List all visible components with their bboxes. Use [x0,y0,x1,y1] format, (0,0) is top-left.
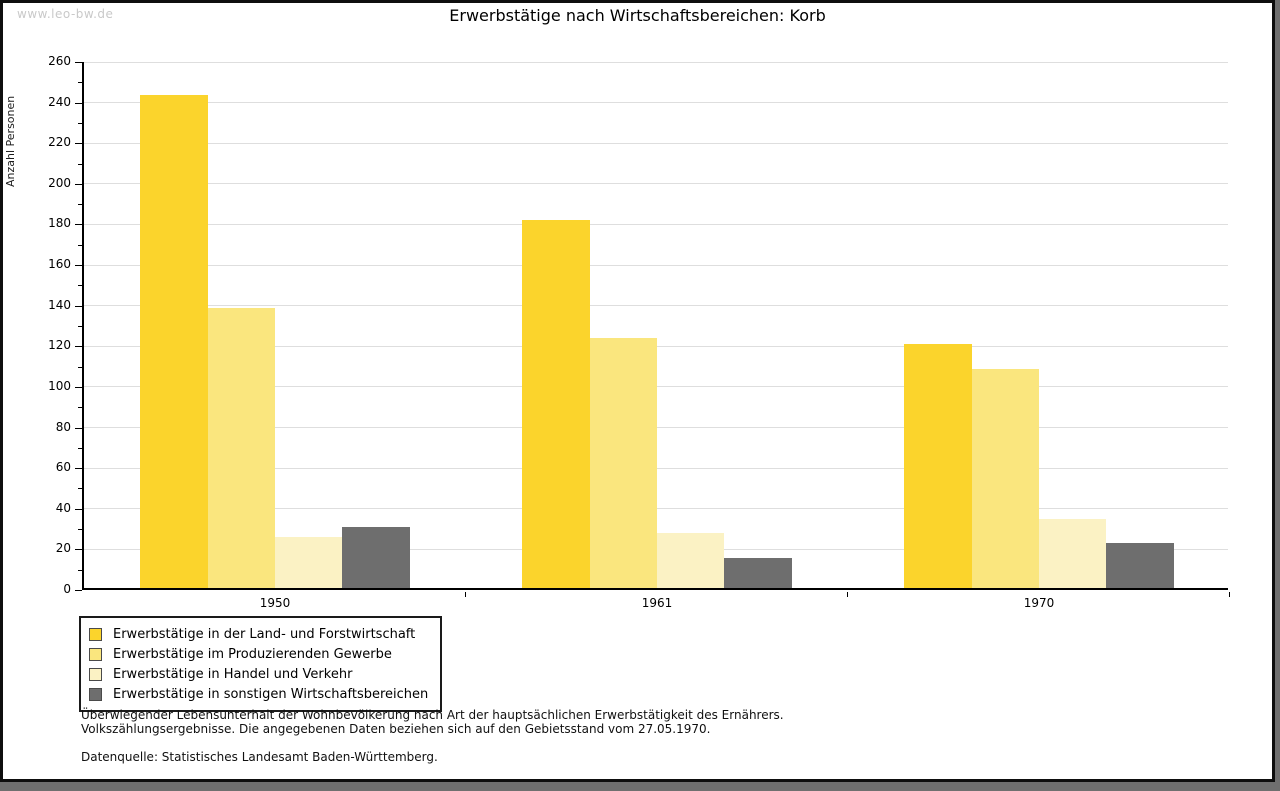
y-tick-label: 240 [48,94,71,109]
y-minor-tick [78,244,82,246]
x-axis-label: 1970 [1023,596,1055,610]
gridline [84,102,1228,104]
x-boundary-tick [465,592,466,597]
y-major-tick [75,346,82,348]
y-minor-tick [78,122,82,124]
y-major-tick [75,224,82,226]
y-tick-label: 20 [55,541,71,556]
y-tick-label: 40 [55,500,71,515]
y-tick-label: 120 [48,338,71,353]
legend-item: Erwerbstätige in sonstigen Wirtschaftsbe… [89,684,428,704]
gridline [84,183,1228,185]
y-tick-label: 180 [48,216,71,231]
legend-item: Erwerbstätige in der Land- und Forstwirt… [89,624,428,644]
legend: Erwerbstätige in der Land- und Forstwirt… [79,616,443,712]
source-line: Datenquelle: Statistisches Landesamt Bad… [81,750,438,764]
y-minor-tick [78,488,82,490]
y-minor-tick [78,529,82,531]
y-axis-title: Anzahl Personen [4,95,17,187]
y-tick-label: 60 [55,460,71,475]
y-tick-label: 140 [48,297,71,312]
y-minor-tick [78,82,82,84]
gridline [84,264,1228,266]
gridline [84,61,1228,63]
bar-1950-series3 [275,537,343,588]
y-tick-label: 0 [63,582,71,596]
bar-1961-series3 [657,533,725,588]
x-boundary-tick [847,592,848,597]
bar-1950-series4 [342,527,410,588]
bar-1970-series4 [1106,543,1174,588]
chart-title: Erwerbstätige nach Wirtschaftsbereichen:… [449,6,826,25]
y-major-tick [75,305,82,307]
x-boundary-tick [1229,592,1230,597]
bar-1950-series1 [140,94,208,588]
y-minor-tick [78,569,82,571]
y-minor-tick [78,447,82,449]
bar-1970-series3 [1039,518,1107,588]
footnote-line: Überwiegender Lebensunterhalt der Wohnbe… [81,708,784,722]
watermark: www.leo-bw.de [17,7,114,21]
y-minor-tick [78,407,82,409]
x-axis-label: 1950 [259,596,291,610]
legend-label: Erwerbstätige in sonstigen Wirtschaftsbe… [113,686,429,702]
y-major-tick [75,143,82,145]
y-major-tick [75,549,82,551]
y-tick-label: 80 [55,419,71,434]
legend-item: Erwerbstätige in Handel und Verkehr [89,664,428,684]
y-major-tick [75,62,82,63]
y-major-tick [75,468,82,470]
y-major-tick [75,427,82,429]
bar-1970-series2 [971,368,1039,588]
gridline [84,305,1228,307]
gridline [84,223,1228,225]
y-tick-label: 260 [48,54,71,68]
legend-label: Erwerbstätige in der Land- und Forstwirt… [113,626,416,642]
footnote-line: Volkszählungsergebnisse. Die angegebenen… [81,722,711,736]
gridline [84,142,1228,144]
bar-1970-series1 [904,344,972,588]
y-tick-label: 200 [48,175,71,190]
bar-1961-series4 [724,557,792,588]
bar-1961-series2 [589,338,657,588]
legend-label: Erwerbstätige in Handel und Verkehr [113,666,353,682]
legend-swatch-series2 [89,647,102,661]
y-minor-tick [78,285,82,287]
legend-swatch-series1 [89,627,102,641]
y-tick-label: 160 [48,257,71,272]
y-major-tick [75,386,82,388]
y-major-tick [75,590,82,591]
y-minor-tick [78,326,82,327]
y-minor-tick [78,366,82,368]
y-major-tick [75,102,82,104]
x-axis-label: 1961 [641,596,673,610]
y-tick-label: 220 [48,135,71,150]
bar-1950-series2 [207,307,275,588]
y-tick-label: 100 [48,378,71,393]
plot-area: 0 20 40 60 80 100 120 140 160 180 200 220 240 260 1950… [48,54,1230,610]
y-minor-tick [78,163,82,165]
legend-label: Erwerbstätige im Produzierenden Gewerbe [113,646,392,662]
y-major-tick [75,265,82,267]
legend-swatch-series3 [89,667,102,681]
y-major-tick [75,508,82,510]
y-minor-tick [78,204,82,206]
bar-1961-series1 [522,220,590,588]
legend-swatch-series4 [89,687,102,701]
y-major-tick [75,183,82,185]
legend-item: Erwerbstätige im Produzierenden Gewerbe [89,644,428,664]
